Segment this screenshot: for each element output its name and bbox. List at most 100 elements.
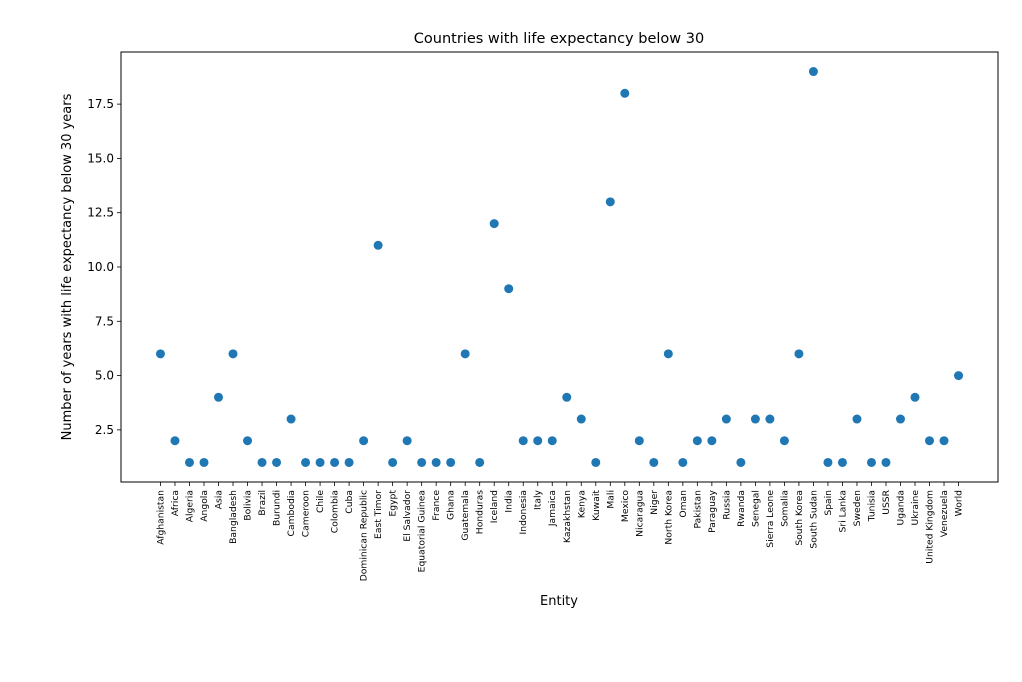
x-tick-label: Colombia bbox=[330, 490, 341, 533]
data-point bbox=[663, 349, 673, 359]
data-point bbox=[257, 457, 267, 467]
data-point bbox=[794, 349, 804, 359]
data-point bbox=[533, 436, 543, 446]
data-point bbox=[301, 457, 311, 467]
data-point bbox=[721, 414, 731, 424]
x-tick-label: Iceland bbox=[489, 490, 500, 523]
x-tick-label: Oman bbox=[678, 490, 689, 518]
data-point bbox=[808, 67, 818, 77]
data-point bbox=[707, 436, 717, 446]
x-axis: Afghanistan Africa Algeria Angola Asia Bangla… bbox=[155, 482, 965, 581]
y-tick-label: 17.5 bbox=[87, 97, 114, 111]
data-point bbox=[344, 457, 354, 467]
plot-area bbox=[120, 51, 999, 483]
data-point bbox=[939, 436, 949, 446]
data-point bbox=[446, 457, 456, 467]
x-tick-label: Russia bbox=[721, 490, 732, 520]
x-tick-label: Pakistan bbox=[692, 490, 703, 529]
data-point bbox=[750, 414, 760, 424]
data-point bbox=[475, 457, 485, 467]
x-tick-label: Honduras bbox=[475, 490, 486, 534]
data-point bbox=[199, 457, 209, 467]
x-tick-label: Mali bbox=[605, 490, 616, 509]
data-point bbox=[431, 457, 441, 467]
x-tick-label: Dominican Republic bbox=[359, 490, 370, 581]
data-point bbox=[576, 414, 586, 424]
data-point bbox=[837, 457, 847, 467]
data-point bbox=[417, 457, 427, 467]
x-tick-label: Venezuela bbox=[939, 490, 950, 537]
x-tick-label: Italy bbox=[533, 489, 544, 509]
data-point bbox=[243, 436, 253, 446]
data-point bbox=[591, 457, 601, 467]
x-axis-label: Entity bbox=[540, 594, 578, 609]
x-tick-label: USSR bbox=[881, 489, 892, 514]
x-tick-label: Senegal bbox=[750, 490, 761, 527]
data-point bbox=[823, 457, 833, 467]
x-tick-label: Cambodia bbox=[286, 490, 297, 536]
x-tick-label: Burundi bbox=[272, 490, 283, 526]
x-tick-label: South Sudan bbox=[808, 490, 819, 549]
x-tick-label: World bbox=[954, 490, 965, 516]
y-tick-label: 10.0 bbox=[87, 260, 114, 274]
y-tick-label: 2.5 bbox=[95, 423, 114, 437]
data-point bbox=[779, 436, 789, 446]
data-point bbox=[620, 88, 630, 98]
data-point bbox=[605, 197, 615, 207]
data-point bbox=[228, 349, 238, 359]
data-point bbox=[373, 240, 383, 250]
data-point bbox=[359, 436, 369, 446]
data-point bbox=[286, 414, 296, 424]
x-tick-label: Somalia bbox=[779, 490, 790, 527]
data-point bbox=[155, 349, 165, 359]
x-tick-label: Ukraine bbox=[910, 490, 921, 526]
chart-title: Countries with life expectancy below 30 bbox=[414, 31, 704, 47]
x-tick-label: Chile bbox=[315, 490, 326, 513]
x-tick-label: Sri Lanka bbox=[837, 490, 848, 532]
x-tick-label: France bbox=[431, 490, 442, 521]
data-point bbox=[460, 349, 470, 359]
data-point bbox=[562, 392, 572, 402]
x-tick-label: Nicaragua bbox=[634, 490, 645, 537]
x-tick-label: Tunisia bbox=[866, 490, 877, 522]
x-tick-label: Kuwait bbox=[591, 490, 602, 521]
data-point bbox=[518, 436, 528, 446]
x-tick-label: Egypt bbox=[388, 490, 399, 517]
data-point bbox=[954, 371, 964, 381]
data-point bbox=[866, 457, 876, 467]
data-point bbox=[881, 457, 891, 467]
x-tick-label: Niger bbox=[649, 490, 660, 515]
x-tick-label: Bolivia bbox=[243, 490, 254, 521]
data-point bbox=[649, 457, 659, 467]
x-tick-label: Angola bbox=[199, 490, 210, 522]
x-tick-label: Kenya bbox=[576, 490, 587, 518]
data-point bbox=[214, 392, 224, 402]
x-tick-label: Rwanda bbox=[736, 490, 747, 527]
y-tick-label: 12.5 bbox=[87, 206, 114, 220]
data-point bbox=[678, 457, 688, 467]
data-point bbox=[736, 457, 746, 467]
x-tick-label: India bbox=[504, 490, 515, 513]
x-tick-label: Kazakhstan bbox=[562, 490, 573, 543]
x-tick-label: Paraguay bbox=[707, 489, 718, 532]
y-tick-label: 7.5 bbox=[95, 314, 114, 328]
data-point bbox=[547, 436, 557, 446]
data-point bbox=[489, 219, 499, 229]
x-tick-label: South Korea bbox=[794, 490, 805, 546]
x-tick-label: Uganda bbox=[895, 490, 906, 525]
x-tick-label: Jamaica bbox=[547, 490, 558, 527]
data-point bbox=[910, 392, 920, 402]
x-tick-label: Indonesia bbox=[518, 490, 529, 534]
x-tick-label: United Kingdom bbox=[925, 490, 936, 564]
x-tick-label: Algeria bbox=[184, 490, 195, 522]
x-tick-label: Africa bbox=[170, 490, 181, 516]
data-point bbox=[692, 436, 702, 446]
x-tick-label: Cuba bbox=[344, 490, 355, 514]
x-tick-label: North Korea bbox=[663, 490, 674, 545]
y-axis: 2.5 5.0 7.5 10.0 12.5 15.0 17.5 bbox=[87, 97, 121, 437]
x-tick-label: Bangladesh bbox=[228, 490, 239, 544]
x-tick-label: Afghanistan bbox=[155, 490, 166, 545]
data-point bbox=[895, 414, 905, 424]
y-tick-label: 15.0 bbox=[87, 151, 114, 165]
